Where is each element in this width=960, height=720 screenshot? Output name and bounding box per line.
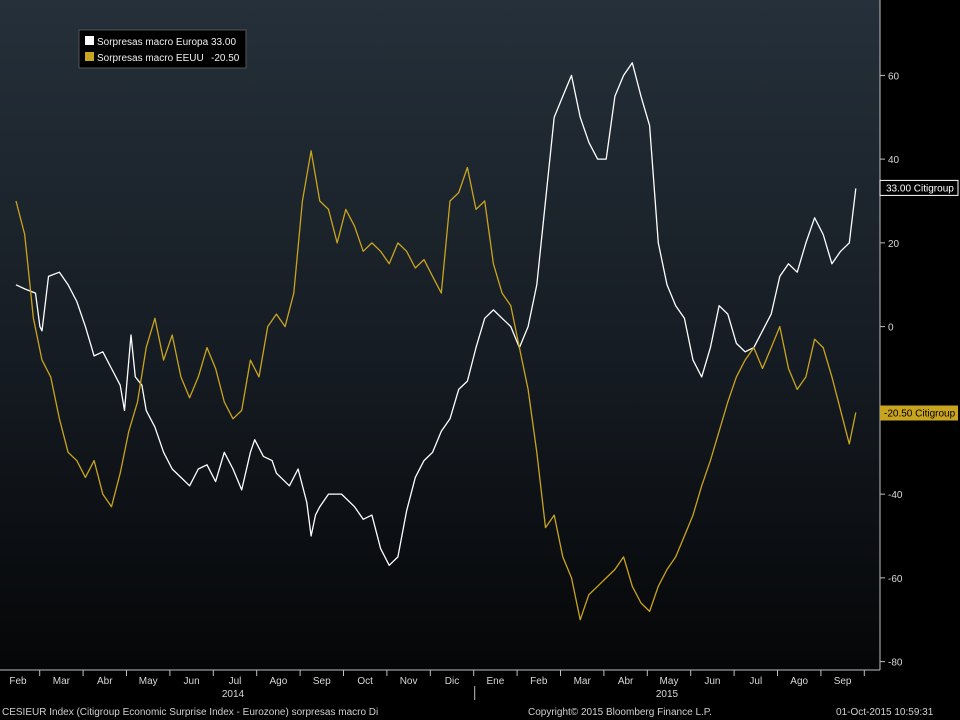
legend-swatch-europa xyxy=(85,36,94,45)
axis-background xyxy=(880,0,960,670)
x-tick-label: Ago xyxy=(790,676,808,687)
x-tick-label: Abr xyxy=(97,676,113,687)
x-tick-label: Mar xyxy=(574,676,592,687)
legend-value-europa: 33.00 xyxy=(211,37,236,48)
eeuu-tag-label: -20.50 Citigroup xyxy=(884,409,956,420)
x-tick-label: Sep xyxy=(834,676,852,687)
x-tick-label: Feb xyxy=(9,676,27,687)
x-year-label: 2015 xyxy=(656,689,679,700)
x-axis: Feb Mar Abr May Jun Jul Ago Sep Oct Nov Dic Ene Feb M… xyxy=(9,670,865,700)
series-line-eeuu xyxy=(15,150,857,621)
x-tick-label: Ene xyxy=(487,676,505,687)
x-tick-label: Ago xyxy=(270,676,288,687)
x-tick-label: Mar xyxy=(53,676,71,687)
x-tick-label: Jul xyxy=(749,676,762,687)
legend-label-eeuu: Sorpresas macro EEUU xyxy=(97,53,204,64)
y-tick-label: 20 xyxy=(888,239,900,250)
footer-timestamp: 01-Oct-2015 10:59:31 xyxy=(836,707,934,718)
y-tick-label: 60 xyxy=(888,71,900,82)
europa-tag-label: 33.00 Citigroup xyxy=(886,183,954,194)
x-tick-label: Dic xyxy=(445,676,459,687)
x-tick-label: Jun xyxy=(704,676,720,687)
legend-value-eeuu: -20.50 xyxy=(211,53,240,64)
y-tick-label: -80 xyxy=(888,658,903,669)
plot-background xyxy=(0,0,880,670)
y-tick-label: -40 xyxy=(888,490,903,501)
footer-copyright: Copyright© 2015 Bloomberg Finance L.P. xyxy=(528,707,712,718)
x-tick-label: May xyxy=(139,676,158,687)
y-tick-label: 40 xyxy=(888,155,900,166)
y-tick-label: 0 xyxy=(888,323,894,334)
x-tick-label: Jul xyxy=(229,676,242,687)
x-tick-label: May xyxy=(660,676,679,687)
eeuu-tag-box xyxy=(880,405,958,421)
plot-lines xyxy=(15,62,857,621)
y-tick-label: -60 xyxy=(888,574,903,585)
legend-swatch-eeuu xyxy=(85,52,94,61)
x-tick-label: Oct xyxy=(357,676,373,687)
europa-value-tag: 33.00 Citigroup xyxy=(879,179,959,196)
x-tick-label: Jun xyxy=(184,676,200,687)
eeuu-value-tag: -20.50 Citigroup xyxy=(880,405,958,421)
legend-label-europa: Sorpresas macro Europa xyxy=(97,37,209,48)
europa-tag-box xyxy=(879,179,959,196)
x-tick-label: Sep xyxy=(313,676,331,687)
x-tick-label: Abr xyxy=(618,676,634,687)
x-tick-label: Feb xyxy=(530,676,548,687)
legend-box xyxy=(78,29,247,69)
legend: Sorpresas macro Europa 33.00 Sorpresas m… xyxy=(78,29,247,69)
footer-source: CESIEUR Index (Citigroup Economic Surpri… xyxy=(2,707,378,718)
x-year-label: 2014 xyxy=(222,689,245,700)
x-tick-label: Nov xyxy=(400,676,418,687)
